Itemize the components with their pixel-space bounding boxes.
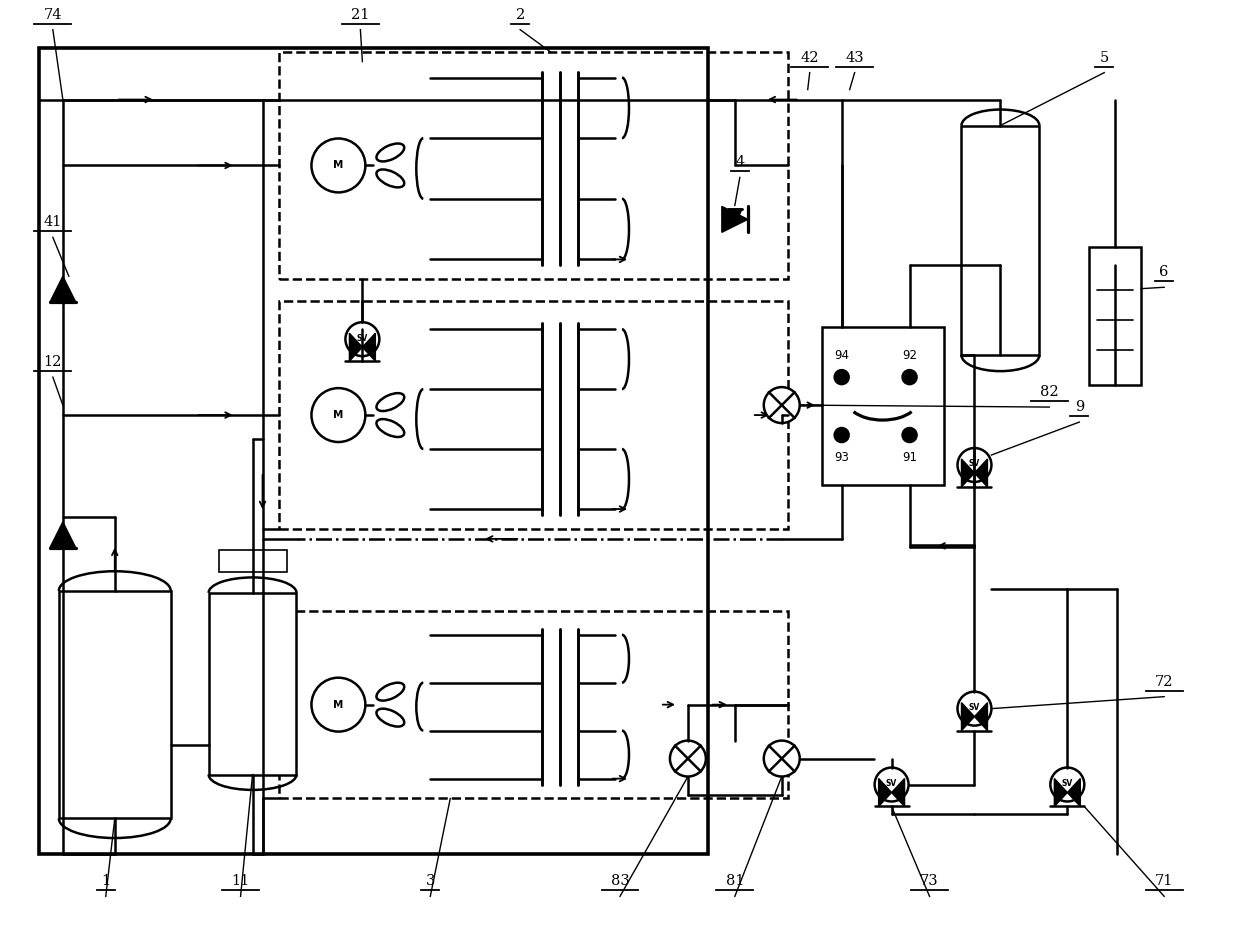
Circle shape xyxy=(957,692,992,726)
Text: 83: 83 xyxy=(610,874,630,888)
Text: 43: 43 xyxy=(846,51,864,65)
Polygon shape xyxy=(350,333,362,362)
Polygon shape xyxy=(1054,779,1068,806)
Text: 74: 74 xyxy=(43,7,62,21)
Text: M: M xyxy=(334,700,343,710)
Circle shape xyxy=(346,323,379,356)
Text: 71: 71 xyxy=(1154,874,1173,888)
Polygon shape xyxy=(975,459,987,487)
Circle shape xyxy=(835,370,848,384)
Circle shape xyxy=(1050,768,1084,802)
Text: 73: 73 xyxy=(920,874,939,888)
Text: 12: 12 xyxy=(43,355,62,369)
Polygon shape xyxy=(50,522,76,548)
Text: SV: SV xyxy=(968,704,980,712)
Text: 93: 93 xyxy=(835,451,849,464)
Circle shape xyxy=(311,138,366,193)
Bar xyxy=(58,590,171,819)
Text: 91: 91 xyxy=(901,451,918,464)
Polygon shape xyxy=(1068,779,1080,806)
Polygon shape xyxy=(728,210,742,225)
Text: 1: 1 xyxy=(102,874,110,888)
Text: 4: 4 xyxy=(735,156,744,170)
Text: SV: SV xyxy=(357,334,368,343)
Text: SV: SV xyxy=(885,779,898,788)
Bar xyxy=(38,47,708,855)
Text: 42: 42 xyxy=(801,51,818,65)
Polygon shape xyxy=(961,459,975,487)
Ellipse shape xyxy=(377,170,404,187)
Circle shape xyxy=(670,741,706,777)
Text: 2: 2 xyxy=(516,7,525,21)
Text: 6: 6 xyxy=(1159,265,1169,279)
Text: 3: 3 xyxy=(425,874,435,888)
Polygon shape xyxy=(50,276,76,302)
Text: 82: 82 xyxy=(1040,385,1059,400)
Polygon shape xyxy=(362,333,376,362)
Text: 92: 92 xyxy=(901,349,918,362)
Circle shape xyxy=(903,370,916,384)
Bar xyxy=(218,550,286,572)
Polygon shape xyxy=(961,703,975,730)
Circle shape xyxy=(764,387,800,423)
Text: 41: 41 xyxy=(43,215,62,229)
Circle shape xyxy=(874,768,909,802)
Circle shape xyxy=(311,388,366,442)
Bar xyxy=(822,327,944,485)
Ellipse shape xyxy=(377,682,404,701)
Text: SV: SV xyxy=(1061,779,1073,788)
Polygon shape xyxy=(879,779,892,806)
Ellipse shape xyxy=(377,393,404,411)
Ellipse shape xyxy=(377,419,404,437)
Bar xyxy=(279,52,787,279)
Text: 11: 11 xyxy=(232,874,249,888)
Circle shape xyxy=(764,741,800,777)
Circle shape xyxy=(835,428,848,442)
Text: SV: SV xyxy=(968,460,980,468)
Text: 81: 81 xyxy=(725,874,744,888)
Circle shape xyxy=(311,678,366,731)
Bar xyxy=(1089,248,1141,385)
Text: 9: 9 xyxy=(1075,400,1084,414)
Text: 72: 72 xyxy=(1154,675,1173,689)
Bar xyxy=(208,592,296,775)
Circle shape xyxy=(903,428,916,442)
Bar xyxy=(279,301,787,529)
Ellipse shape xyxy=(377,144,404,161)
Text: 5: 5 xyxy=(1100,51,1109,65)
Text: M: M xyxy=(334,410,343,420)
Text: 94: 94 xyxy=(835,349,849,362)
Circle shape xyxy=(957,448,992,482)
Bar xyxy=(279,611,787,798)
Text: M: M xyxy=(334,160,343,171)
Polygon shape xyxy=(892,779,904,806)
Bar xyxy=(961,125,1039,355)
Text: 21: 21 xyxy=(351,7,370,21)
Polygon shape xyxy=(722,207,748,233)
Polygon shape xyxy=(975,703,987,730)
Ellipse shape xyxy=(377,708,404,727)
